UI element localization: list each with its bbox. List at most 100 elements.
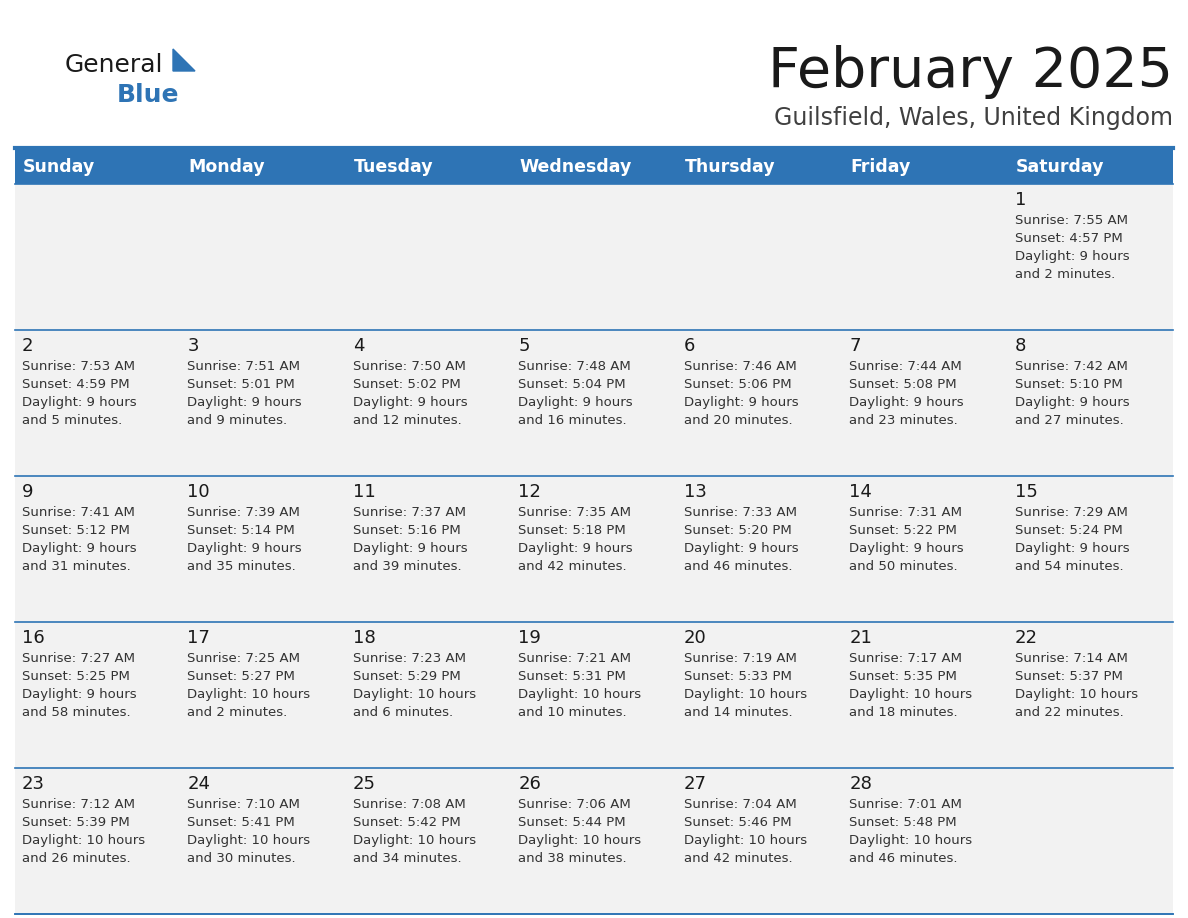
Text: Sunday: Sunday xyxy=(23,158,95,176)
Text: and 38 minutes.: and 38 minutes. xyxy=(518,852,627,865)
Text: Sunset: 5:46 PM: Sunset: 5:46 PM xyxy=(684,816,791,829)
Text: Sunrise: 7:33 AM: Sunrise: 7:33 AM xyxy=(684,506,797,519)
Text: Sunset: 5:12 PM: Sunset: 5:12 PM xyxy=(23,524,129,537)
Polygon shape xyxy=(173,49,195,71)
Bar xyxy=(181,330,346,476)
Text: Daylight: 10 hours: Daylight: 10 hours xyxy=(23,834,145,847)
Text: 7: 7 xyxy=(849,337,860,355)
Text: and 18 minutes.: and 18 minutes. xyxy=(849,706,958,719)
Text: Sunset: 5:33 PM: Sunset: 5:33 PM xyxy=(684,670,791,683)
Text: Sunset: 5:41 PM: Sunset: 5:41 PM xyxy=(188,816,295,829)
Bar xyxy=(511,476,677,622)
Text: and 2 minutes.: and 2 minutes. xyxy=(188,706,287,719)
Text: and 6 minutes.: and 6 minutes. xyxy=(353,706,453,719)
Text: and 34 minutes.: and 34 minutes. xyxy=(353,852,461,865)
Text: Daylight: 10 hours: Daylight: 10 hours xyxy=(518,834,642,847)
Text: Sunset: 5:16 PM: Sunset: 5:16 PM xyxy=(353,524,461,537)
Bar xyxy=(1007,184,1173,330)
Text: 20: 20 xyxy=(684,629,707,647)
Bar xyxy=(842,768,1007,914)
Text: Sunrise: 7:29 AM: Sunrise: 7:29 AM xyxy=(1015,506,1127,519)
Bar xyxy=(511,184,677,330)
Bar xyxy=(346,184,511,330)
Text: Sunrise: 7:37 AM: Sunrise: 7:37 AM xyxy=(353,506,466,519)
Bar xyxy=(511,330,677,476)
Text: Daylight: 9 hours: Daylight: 9 hours xyxy=(684,396,798,409)
Text: and 46 minutes.: and 46 minutes. xyxy=(684,560,792,573)
Text: Sunrise: 7:48 AM: Sunrise: 7:48 AM xyxy=(518,360,631,373)
Text: Thursday: Thursday xyxy=(684,158,776,176)
Text: Daylight: 10 hours: Daylight: 10 hours xyxy=(353,688,476,701)
Text: and 9 minutes.: and 9 minutes. xyxy=(188,414,287,427)
Text: Daylight: 9 hours: Daylight: 9 hours xyxy=(849,396,963,409)
Text: Sunrise: 7:04 AM: Sunrise: 7:04 AM xyxy=(684,798,796,811)
Text: Sunset: 5:01 PM: Sunset: 5:01 PM xyxy=(188,378,295,391)
Text: Daylight: 9 hours: Daylight: 9 hours xyxy=(23,396,137,409)
Text: 2: 2 xyxy=(23,337,33,355)
Text: Sunrise: 7:42 AM: Sunrise: 7:42 AM xyxy=(1015,360,1127,373)
Text: and 20 minutes.: and 20 minutes. xyxy=(684,414,792,427)
Bar xyxy=(181,622,346,768)
Text: and 26 minutes.: and 26 minutes. xyxy=(23,852,131,865)
Text: and 46 minutes.: and 46 minutes. xyxy=(849,852,958,865)
Text: and 22 minutes.: and 22 minutes. xyxy=(1015,706,1124,719)
Text: and 31 minutes.: and 31 minutes. xyxy=(23,560,131,573)
Text: Sunset: 5:10 PM: Sunset: 5:10 PM xyxy=(1015,378,1123,391)
Text: 14: 14 xyxy=(849,483,872,501)
Text: Daylight: 9 hours: Daylight: 9 hours xyxy=(23,688,137,701)
Text: Wednesday: Wednesday xyxy=(519,158,632,176)
Text: Daylight: 9 hours: Daylight: 9 hours xyxy=(353,542,468,555)
Text: and 35 minutes.: and 35 minutes. xyxy=(188,560,296,573)
Text: Sunrise: 7:39 AM: Sunrise: 7:39 AM xyxy=(188,506,301,519)
Text: and 54 minutes.: and 54 minutes. xyxy=(1015,560,1123,573)
Bar xyxy=(346,476,511,622)
Text: and 27 minutes.: and 27 minutes. xyxy=(1015,414,1124,427)
Text: 12: 12 xyxy=(518,483,542,501)
Text: 23: 23 xyxy=(23,775,45,793)
Bar xyxy=(511,622,677,768)
Text: Sunset: 4:59 PM: Sunset: 4:59 PM xyxy=(23,378,129,391)
Text: Sunset: 5:35 PM: Sunset: 5:35 PM xyxy=(849,670,958,683)
Text: 13: 13 xyxy=(684,483,707,501)
Text: Sunrise: 7:46 AM: Sunrise: 7:46 AM xyxy=(684,360,796,373)
Text: Daylight: 9 hours: Daylight: 9 hours xyxy=(188,396,302,409)
Bar xyxy=(677,622,842,768)
Text: Sunrise: 7:17 AM: Sunrise: 7:17 AM xyxy=(849,652,962,665)
Text: 24: 24 xyxy=(188,775,210,793)
Text: and 58 minutes.: and 58 minutes. xyxy=(23,706,131,719)
Bar xyxy=(677,768,842,914)
Bar xyxy=(346,330,511,476)
Bar xyxy=(1007,150,1173,184)
Text: and 10 minutes.: and 10 minutes. xyxy=(518,706,627,719)
Text: Sunset: 5:22 PM: Sunset: 5:22 PM xyxy=(849,524,958,537)
Text: Daylight: 10 hours: Daylight: 10 hours xyxy=(188,834,310,847)
Bar xyxy=(15,330,181,476)
Text: Daylight: 10 hours: Daylight: 10 hours xyxy=(849,834,972,847)
Text: Sunrise: 7:08 AM: Sunrise: 7:08 AM xyxy=(353,798,466,811)
Bar xyxy=(1007,330,1173,476)
Text: Sunset: 4:57 PM: Sunset: 4:57 PM xyxy=(1015,232,1123,245)
Text: Sunrise: 7:41 AM: Sunrise: 7:41 AM xyxy=(23,506,135,519)
Text: Sunset: 5:14 PM: Sunset: 5:14 PM xyxy=(188,524,295,537)
Text: 5: 5 xyxy=(518,337,530,355)
Bar xyxy=(346,768,511,914)
Text: Tuesday: Tuesday xyxy=(354,158,434,176)
Bar xyxy=(1007,768,1173,914)
Bar xyxy=(677,150,842,184)
Text: Sunrise: 7:35 AM: Sunrise: 7:35 AM xyxy=(518,506,631,519)
Bar xyxy=(15,184,181,330)
Text: Sunrise: 7:19 AM: Sunrise: 7:19 AM xyxy=(684,652,797,665)
Text: Sunrise: 7:27 AM: Sunrise: 7:27 AM xyxy=(23,652,135,665)
Text: Sunset: 5:31 PM: Sunset: 5:31 PM xyxy=(518,670,626,683)
Text: Blue: Blue xyxy=(116,83,179,107)
Text: and 30 minutes.: and 30 minutes. xyxy=(188,852,296,865)
Text: Daylight: 10 hours: Daylight: 10 hours xyxy=(1015,688,1138,701)
Text: 18: 18 xyxy=(353,629,375,647)
Bar xyxy=(511,150,677,184)
Text: 1: 1 xyxy=(1015,191,1026,209)
Text: Daylight: 9 hours: Daylight: 9 hours xyxy=(1015,250,1130,263)
Text: Sunrise: 7:10 AM: Sunrise: 7:10 AM xyxy=(188,798,301,811)
Text: 27: 27 xyxy=(684,775,707,793)
Text: and 50 minutes.: and 50 minutes. xyxy=(849,560,958,573)
Text: 22: 22 xyxy=(1015,629,1037,647)
